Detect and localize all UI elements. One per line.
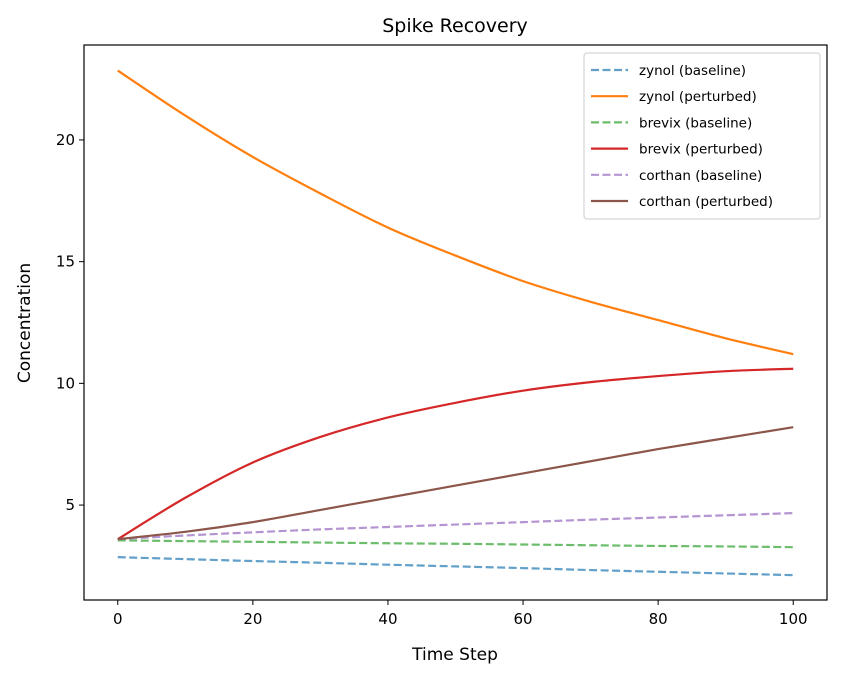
legend-label-3: brevix (perturbed): [639, 142, 763, 158]
y-tick-label: 15: [56, 253, 75, 271]
x-tick-label: 0: [113, 610, 123, 628]
legend-label-0: zynol (baseline): [639, 63, 746, 79]
x-tick-label: 100: [779, 610, 808, 628]
series-line-3: [117, 367, 794, 541]
legend-box: [583, 52, 821, 220]
legend-label-5: corthan (perturbed): [639, 194, 773, 210]
legend: zynol (baseline) zynol (perturbed) brevix …: [583, 52, 821, 220]
x-tick-label: 40: [378, 610, 397, 628]
x-tick-label: 60: [513, 610, 532, 628]
y-tick-label: 5: [65, 496, 75, 514]
x-axis-label: Time Step: [411, 645, 498, 665]
plot-frame: [83, 44, 828, 601]
chart-title: Spike Recovery: [382, 15, 528, 37]
y-tick-label: 10: [56, 374, 75, 392]
series-line-5: [117, 426, 794, 541]
series-line-2: [117, 539, 794, 549]
legend-label-4: corthan (baseline): [639, 168, 762, 184]
legend-label-2: brevix (baseline): [639, 115, 752, 131]
series-layer: [117, 69, 794, 577]
x-tick-label: 20: [243, 610, 262, 628]
y-tick-label: 20: [56, 131, 75, 149]
x-tick-label: 80: [649, 610, 668, 628]
series-line-1: [117, 69, 794, 356]
legend-label-1: zynol (perturbed): [639, 89, 757, 105]
series-line-0: [117, 556, 794, 577]
y-axis-label: Concentration: [15, 263, 35, 383]
ticks-layer: 0 20 40 60 80 100 5 10 15 20: [56, 131, 808, 628]
series-line-4: [117, 511, 794, 541]
